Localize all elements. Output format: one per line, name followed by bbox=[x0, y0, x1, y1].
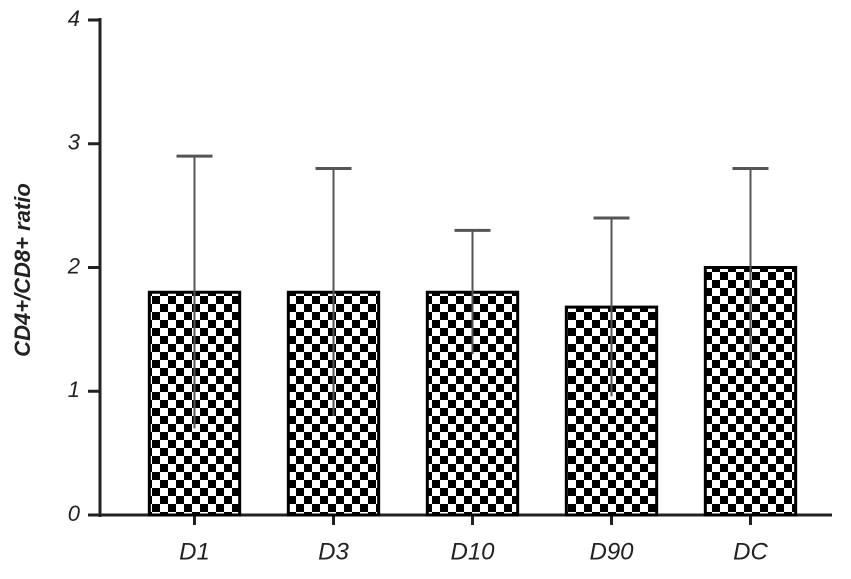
x-tick-label: DC bbox=[733, 538, 768, 565]
bar bbox=[703, 266, 798, 517]
x-tick-label: D10 bbox=[450, 538, 495, 565]
y-axis-label: CD4+/CD8+ ratio bbox=[10, 183, 35, 357]
x-tick-label: D1 bbox=[179, 538, 210, 565]
y-tick-label: 0 bbox=[68, 501, 81, 526]
y-tick-label: 1 bbox=[68, 377, 80, 402]
y-tick-label: 3 bbox=[68, 130, 81, 155]
x-tick-label: D90 bbox=[589, 538, 634, 565]
y-tick-label: 4 bbox=[68, 6, 80, 31]
y-tick-label: 2 bbox=[67, 253, 80, 278]
x-tick-label: D3 bbox=[318, 538, 349, 565]
